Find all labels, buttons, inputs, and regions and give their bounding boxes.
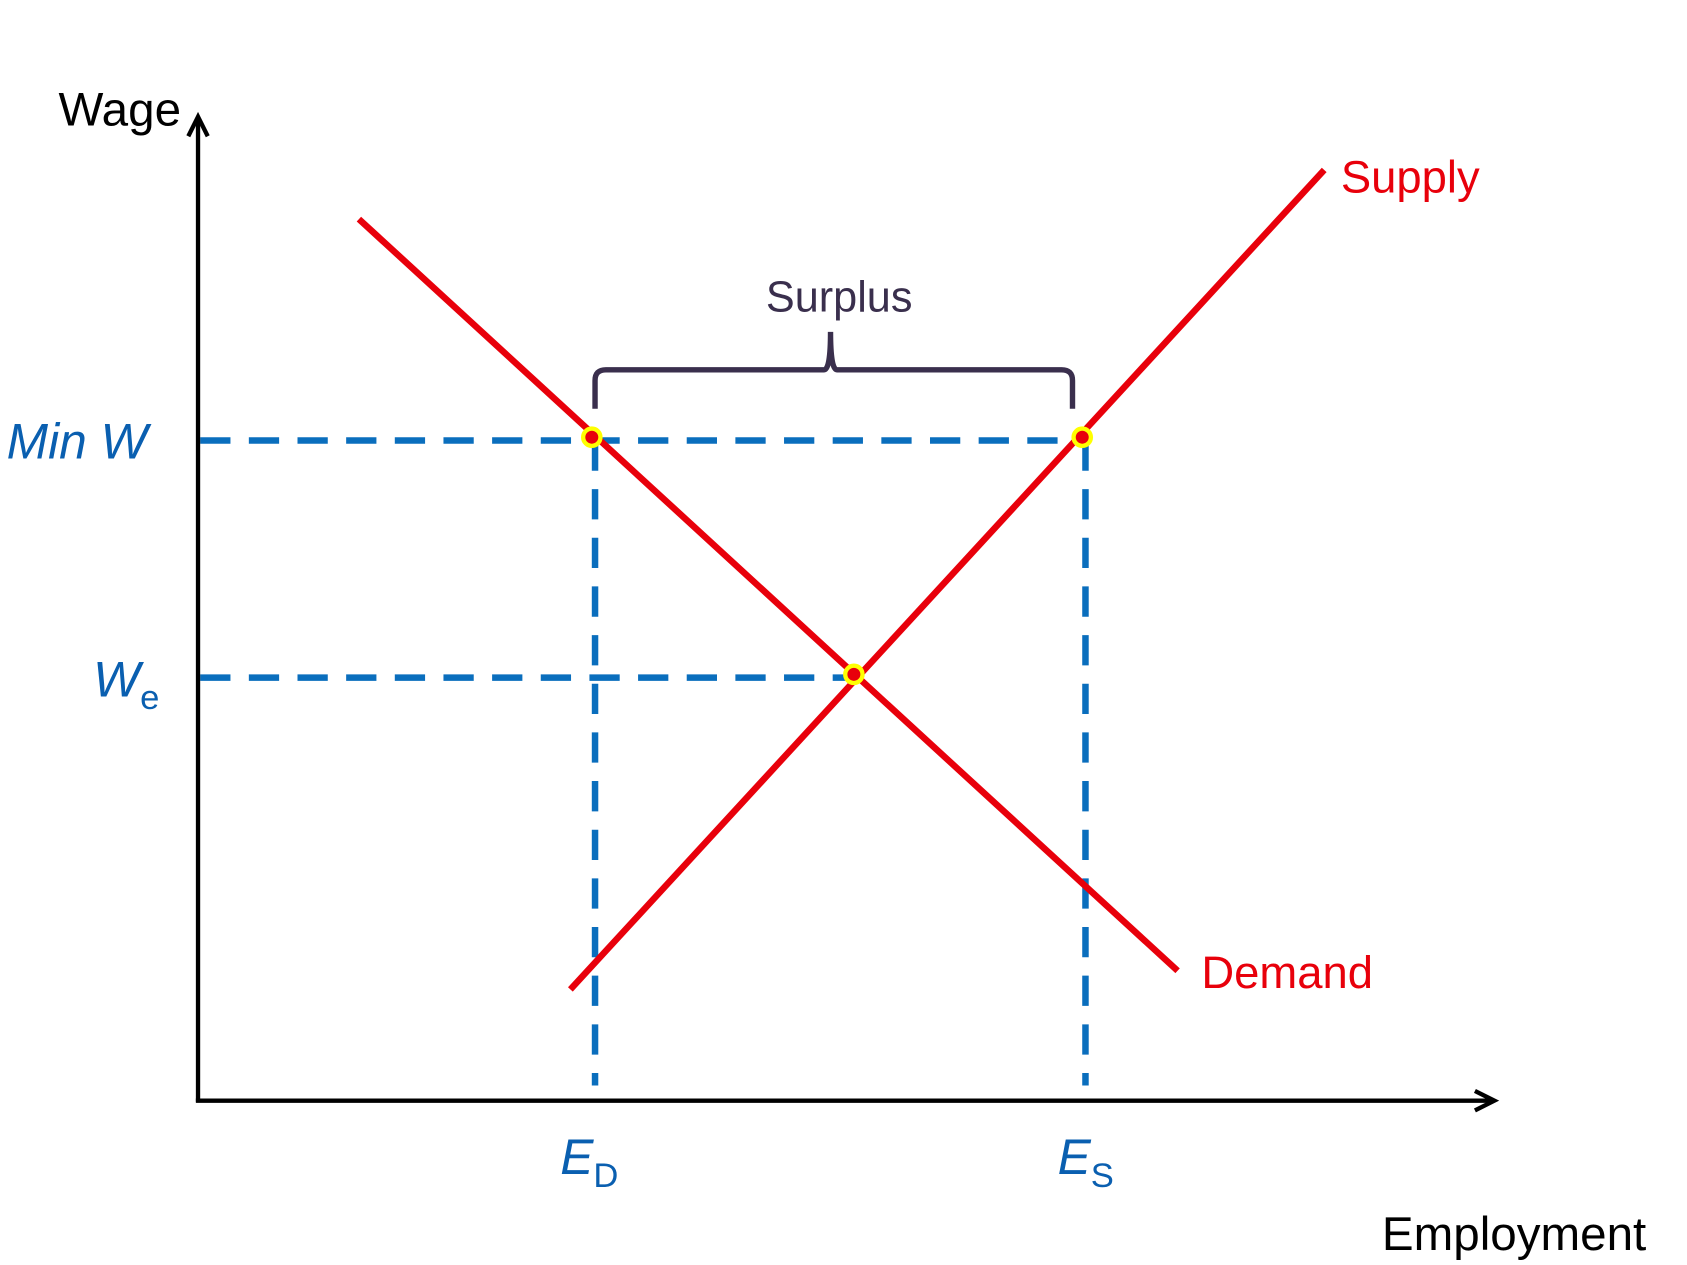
employment-demanded-label: ED (560, 1129, 618, 1195)
supply-label: Supply (1341, 151, 1480, 202)
y-axis-arrow (186, 111, 210, 138)
equilibrium-wage-label: We (93, 651, 159, 717)
min-wage-label: Min W (7, 413, 152, 469)
x-axis-label: Employment (1382, 1208, 1646, 1261)
x-axis-arrow (1473, 1088, 1500, 1113)
intersection-point-1 (580, 426, 603, 449)
intersection-point-2 (1071, 426, 1094, 449)
intersection-point-3 (843, 663, 865, 686)
demand-label: Demand (1201, 947, 1373, 998)
intersection-points (580, 426, 1094, 686)
axes (186, 111, 1500, 1113)
employment-supplied-label: ES (1058, 1129, 1114, 1195)
surplus-label: Surplus (766, 273, 913, 321)
curves (356, 167, 1327, 992)
reference-lines (200, 437, 1089, 1086)
surplus-brace (592, 331, 1076, 409)
supply-curve (568, 167, 1327, 992)
y-axis-label: Wage (59, 83, 181, 136)
demand-curve (356, 216, 1180, 974)
